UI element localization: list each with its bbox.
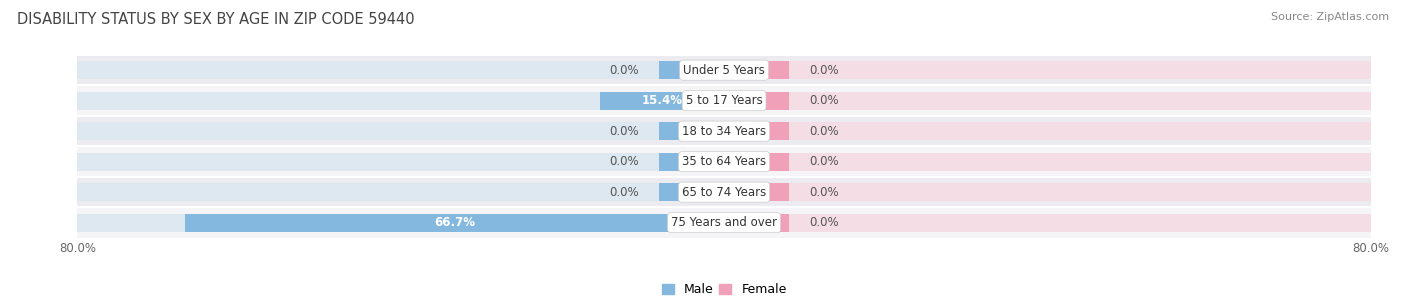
Text: 15.4%: 15.4% [641,94,682,107]
Text: DISABILITY STATUS BY SEX BY AGE IN ZIP CODE 59440: DISABILITY STATUS BY SEX BY AGE IN ZIP C… [17,12,415,27]
Bar [77,183,724,201]
Bar [77,146,1371,177]
Bar [77,177,1371,207]
Text: 0.0%: 0.0% [610,155,640,168]
Text: Source: ZipAtlas.com: Source: ZipAtlas.com [1271,12,1389,22]
Text: Under 5 Years: Under 5 Years [683,64,765,77]
Text: 0.0%: 0.0% [610,125,640,138]
Bar [77,55,1371,85]
Bar [724,183,1371,201]
Text: 75 Years and over: 75 Years and over [671,216,778,229]
Bar [724,152,1371,171]
Text: 18 to 34 Years: 18 to 34 Years [682,125,766,138]
Bar [77,214,724,232]
Bar [184,214,724,232]
Bar [724,92,1371,110]
Text: 0.0%: 0.0% [808,216,838,229]
Text: 0.0%: 0.0% [808,94,838,107]
Bar [599,92,724,110]
Bar [77,61,724,79]
Bar [659,61,724,79]
Legend: Male, Female: Male, Female [657,278,792,301]
Text: 65 to 74 Years: 65 to 74 Years [682,186,766,199]
Bar [724,61,1371,79]
Bar [77,122,724,140]
Text: 0.0%: 0.0% [808,64,838,77]
Text: 66.7%: 66.7% [434,216,475,229]
Bar [77,92,724,110]
Text: 0.0%: 0.0% [808,155,838,168]
Bar [724,92,789,110]
Bar [77,207,1371,238]
Bar [659,183,724,201]
Bar [659,152,724,171]
Bar [724,183,789,201]
Bar [724,61,789,79]
Bar [724,152,789,171]
Text: 0.0%: 0.0% [610,186,640,199]
Bar [659,122,724,140]
Bar [724,214,789,232]
Bar [724,122,1371,140]
Text: 5 to 17 Years: 5 to 17 Years [686,94,762,107]
Bar [724,214,1371,232]
Bar [77,85,1371,116]
Text: 35 to 64 Years: 35 to 64 Years [682,155,766,168]
Text: 0.0%: 0.0% [610,64,640,77]
Bar [724,122,789,140]
Text: 0.0%: 0.0% [808,125,838,138]
Bar [77,152,724,171]
Text: 0.0%: 0.0% [808,186,838,199]
Bar [77,116,1371,146]
